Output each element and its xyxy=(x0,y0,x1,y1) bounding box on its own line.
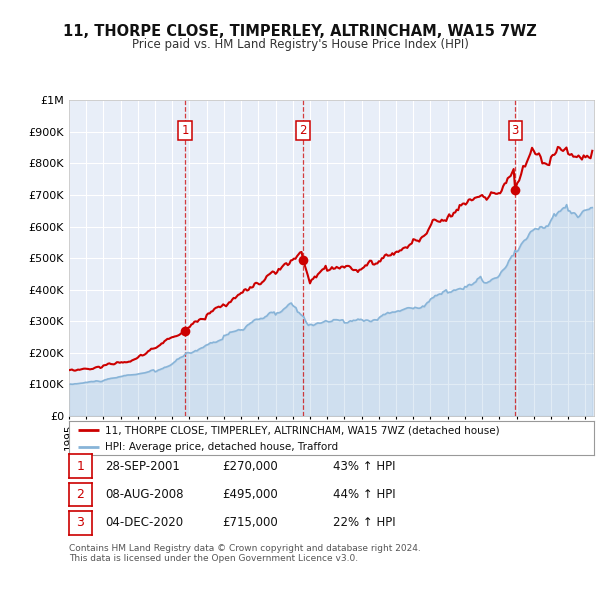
Text: 3: 3 xyxy=(511,124,519,137)
Text: Price paid vs. HM Land Registry's House Price Index (HPI): Price paid vs. HM Land Registry's House … xyxy=(131,38,469,51)
Text: 11, THORPE CLOSE, TIMPERLEY, ALTRINCHAM, WA15 7WZ: 11, THORPE CLOSE, TIMPERLEY, ALTRINCHAM,… xyxy=(63,24,537,38)
Text: This data is licensed under the Open Government Licence v3.0.: This data is licensed under the Open Gov… xyxy=(69,555,358,563)
Text: 04-DEC-2020: 04-DEC-2020 xyxy=(105,516,183,529)
Text: £495,000: £495,000 xyxy=(222,488,278,501)
Text: 08-AUG-2008: 08-AUG-2008 xyxy=(105,488,184,501)
Text: 1: 1 xyxy=(76,460,85,473)
Text: 11, THORPE CLOSE, TIMPERLEY, ALTRINCHAM, WA15 7WZ (detached house): 11, THORPE CLOSE, TIMPERLEY, ALTRINCHAM,… xyxy=(105,425,499,435)
Text: 22% ↑ HPI: 22% ↑ HPI xyxy=(333,516,395,529)
Text: Contains HM Land Registry data © Crown copyright and database right 2024.: Contains HM Land Registry data © Crown c… xyxy=(69,545,421,553)
Text: £715,000: £715,000 xyxy=(222,516,278,529)
Text: 28-SEP-2001: 28-SEP-2001 xyxy=(105,460,180,473)
Text: 3: 3 xyxy=(76,516,85,529)
Text: 2: 2 xyxy=(76,488,85,501)
Text: HPI: Average price, detached house, Trafford: HPI: Average price, detached house, Traf… xyxy=(105,442,338,452)
Text: 44% ↑ HPI: 44% ↑ HPI xyxy=(333,488,395,501)
Text: £270,000: £270,000 xyxy=(222,460,278,473)
Text: 43% ↑ HPI: 43% ↑ HPI xyxy=(333,460,395,473)
Text: 2: 2 xyxy=(299,124,307,137)
Text: 1: 1 xyxy=(181,124,189,137)
